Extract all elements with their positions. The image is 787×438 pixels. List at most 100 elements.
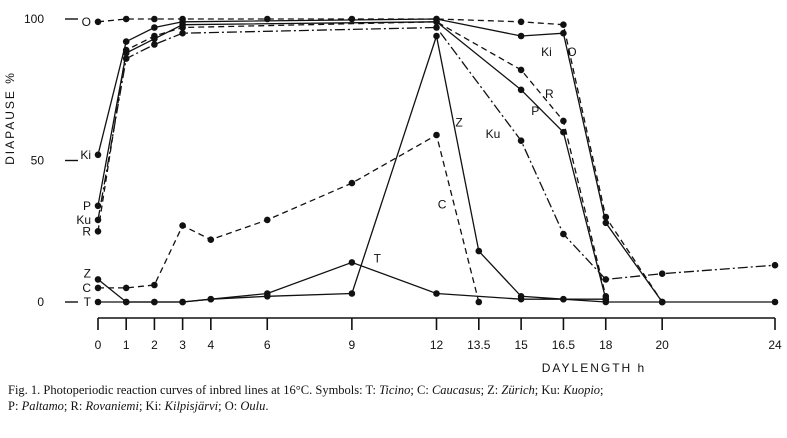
data-point <box>433 24 440 31</box>
x-axis-title: DAYLENGTH h <box>542 361 646 375</box>
caption-caucasus: Caucasus <box>431 383 481 397</box>
caption-text: ; <box>600 383 604 397</box>
series-label-z: Z <box>84 267 91 281</box>
data-point <box>94 298 102 306</box>
x-tick-label: 0 <box>95 338 102 352</box>
data-point <box>348 259 356 266</box>
data-point <box>517 32 525 40</box>
x-tick-label: 20 <box>655 338 669 352</box>
data-point <box>207 295 215 303</box>
data-point <box>771 261 779 269</box>
series-t <box>94 259 779 306</box>
data-point <box>151 41 158 48</box>
data-point <box>264 216 271 224</box>
curve-label-c: C <box>438 198 447 212</box>
caption-text: P: <box>8 399 22 413</box>
caption-text: Fig. 1. Photoperiodic reaction curves of… <box>8 383 380 397</box>
data-point <box>179 222 186 229</box>
data-point <box>179 21 186 29</box>
data-point <box>94 151 102 159</box>
data-point <box>348 15 356 23</box>
data-point <box>122 55 130 62</box>
curve-label-ki: Ki <box>541 45 552 59</box>
caption-text: ; C: <box>410 383 432 397</box>
data-point <box>122 49 130 57</box>
series-label-r: R <box>82 224 91 238</box>
x-tick-label: 4 <box>207 338 214 352</box>
data-point <box>348 179 356 187</box>
data-point <box>602 219 610 227</box>
caption-text: ; Z: <box>480 383 502 397</box>
x-tick-label: 18 <box>599 338 613 352</box>
data-point <box>560 21 567 29</box>
data-point <box>433 32 440 40</box>
data-point <box>151 24 158 31</box>
data-point <box>771 298 779 306</box>
series-label-o: O <box>82 15 91 29</box>
series-p <box>94 18 610 303</box>
data-point <box>517 86 525 94</box>
data-point <box>151 281 158 289</box>
x-tick-label: 3 <box>179 338 186 352</box>
data-point <box>560 230 567 238</box>
series-line-r <box>97 21 607 297</box>
data-point <box>94 228 102 235</box>
caption-oulu: Oulu <box>240 399 266 413</box>
series-label-ki: Ki <box>80 148 91 162</box>
x-tick-label: 6 <box>264 338 271 352</box>
data-point <box>122 15 130 23</box>
series-line-p <box>97 21 607 300</box>
data-point <box>517 66 525 74</box>
series-label-ku: Ku <box>76 213 91 227</box>
series-line-ku <box>97 26 776 281</box>
caption-text: ; Ki: <box>138 399 165 413</box>
x-tick-label: 9 <box>349 338 356 352</box>
caption-rovaniemi: Rovaniemi <box>85 399 139 413</box>
data-point <box>122 298 130 306</box>
data-point <box>433 18 440 26</box>
curve-label-r: R <box>545 87 554 101</box>
data-point <box>348 290 356 297</box>
data-point <box>475 247 483 255</box>
data-point <box>433 131 440 139</box>
caption-text: ; R: <box>63 399 86 413</box>
y-tick-label: 100 <box>24 12 44 26</box>
series-ku <box>94 24 779 283</box>
y-tick-label: 0 <box>37 295 44 309</box>
caption-zurich: Zürich <box>501 383 535 397</box>
data-point <box>560 29 567 37</box>
data-point <box>475 298 483 306</box>
series-label-t: T <box>84 295 92 309</box>
data-point <box>122 38 130 45</box>
data-point <box>94 276 102 283</box>
x-tick-label: 16.5 <box>552 338 576 352</box>
y-axis-title: DIAPAUSE % <box>3 71 17 165</box>
x-tick-label: 1 <box>123 338 130 352</box>
curve-label-ku: Ku <box>486 127 501 141</box>
data-point <box>122 284 130 292</box>
data-point <box>151 35 158 43</box>
figure-caption: Fig. 1. Photoperiodic reaction curves of… <box>8 382 778 414</box>
data-point <box>179 29 186 37</box>
data-point <box>560 295 567 303</box>
data-point <box>433 290 440 297</box>
x-tick-label: 2 <box>151 338 158 352</box>
data-point <box>517 295 525 303</box>
data-point <box>94 216 102 224</box>
caption-text: . <box>265 399 269 413</box>
series-layer <box>94 15 779 306</box>
data-point <box>94 18 102 26</box>
data-point <box>560 128 567 136</box>
curve-label-z: Z <box>455 116 462 130</box>
data-point <box>602 298 610 306</box>
data-point <box>207 236 215 243</box>
caption-text: ; Ku: <box>534 383 564 397</box>
caption-paltamo: Paltamo <box>21 399 64 413</box>
series-line-c <box>98 134 480 303</box>
data-point <box>560 117 567 125</box>
data-point <box>94 202 102 210</box>
caption-text: ; O: <box>218 399 241 413</box>
